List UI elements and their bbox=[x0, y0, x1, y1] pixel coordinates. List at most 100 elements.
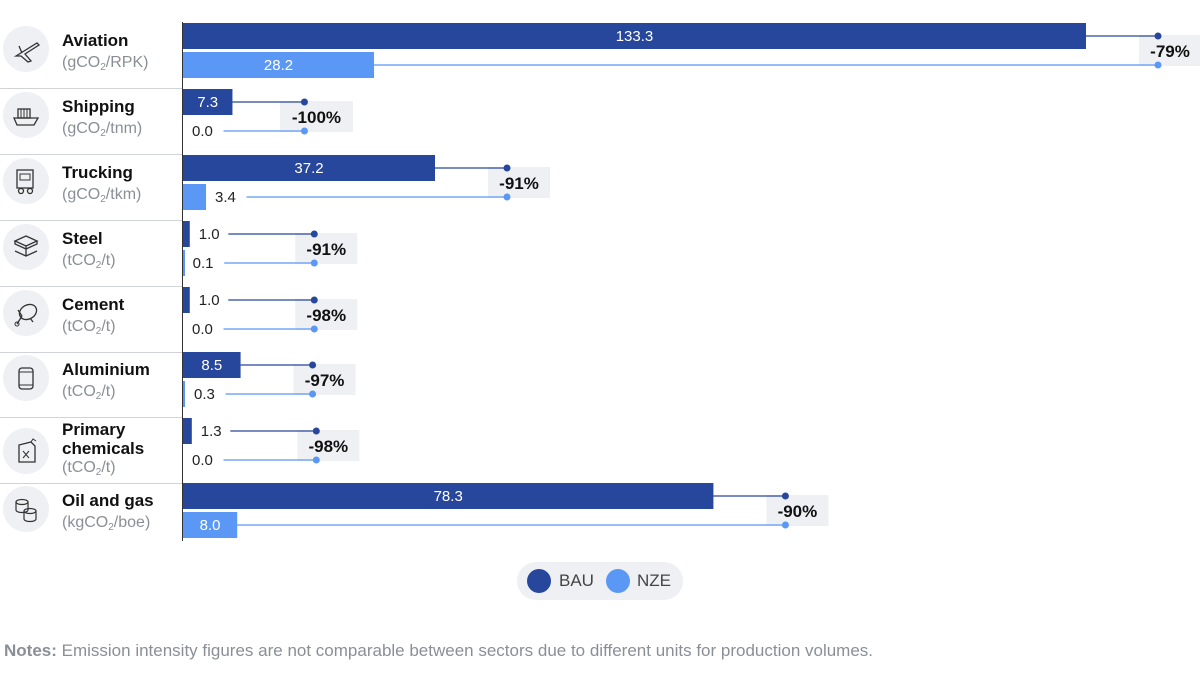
bau-value-label: 8.5 bbox=[201, 357, 222, 374]
legend-nze-swatch bbox=[606, 569, 630, 593]
sector-unit: (tCO2/t) bbox=[62, 459, 116, 478]
bar-nze-aluminium bbox=[183, 381, 186, 407]
change-box-aviation bbox=[1139, 35, 1200, 66]
nze-value-label: 28.2 bbox=[264, 57, 293, 74]
row-divider bbox=[0, 417, 182, 418]
chart: Aviation (gCO2/RPK) Shipping (gCO2/tnm) Truc… bbox=[0, 22, 1200, 547]
connector-dot-nze-aviation bbox=[1154, 61, 1162, 69]
sector-unit: (kgCO2/boe) bbox=[62, 514, 151, 533]
sector-name: Shipping bbox=[62, 97, 135, 116]
nze-value-label: 3.4 bbox=[215, 189, 236, 206]
legend-bau-label: BAU bbox=[559, 571, 594, 590]
steel-beam-icon bbox=[3, 223, 49, 270]
change-label: -98% bbox=[306, 306, 346, 325]
row-divider bbox=[0, 352, 182, 353]
notes-label: Notes: bbox=[4, 641, 57, 660]
bau-value-label: 1.3 bbox=[201, 423, 222, 440]
bar-bau-trucking bbox=[183, 155, 435, 181]
change-label: -90% bbox=[778, 502, 818, 521]
bau-value-label: 1.0 bbox=[199, 292, 220, 309]
chemical-jug-icon bbox=[3, 427, 49, 474]
cement-mixer-icon bbox=[3, 289, 49, 336]
sector-aviation: Aviation (gCO2/RPK) bbox=[0, 22, 182, 87]
bar-bau-cement bbox=[183, 287, 190, 313]
connector-dot-bau-oil-and-gas bbox=[781, 492, 789, 500]
sector-unit: (gCO2/tnm) bbox=[62, 120, 143, 139]
sector-shipping: Shipping (gCO2/tnm) bbox=[0, 88, 182, 153]
sector-aluminium: Aluminium (tCO2/t) bbox=[0, 351, 182, 416]
sector-unit: (tCO2/t) bbox=[62, 383, 116, 402]
truck-icon bbox=[3, 157, 49, 204]
row-divider bbox=[0, 286, 182, 287]
sector-cement: Cement (tCO2/t) bbox=[0, 286, 182, 351]
bar-nze-aviation bbox=[183, 52, 375, 78]
legend: BAU NZE bbox=[517, 562, 683, 600]
sector-trucking: Trucking (gCO2/tkm) bbox=[0, 154, 182, 219]
bar-bau-aviation bbox=[183, 23, 1086, 49]
sector-oil-and-gas: Oil and gas (kgCO2/boe) bbox=[0, 482, 182, 547]
bar-bau-primary-chemicals bbox=[183, 418, 192, 444]
nze-value-label: 8.0 bbox=[200, 517, 221, 534]
bar-nze-oil-and-gas bbox=[183, 512, 238, 538]
bau-value-label: 37.2 bbox=[294, 160, 323, 177]
change-label: -91% bbox=[499, 174, 539, 193]
nze-value-label: 0.3 bbox=[194, 386, 215, 403]
bar-nze-trucking bbox=[183, 184, 207, 210]
row-divider bbox=[0, 154, 182, 155]
sector-name: Oil and gas bbox=[62, 491, 154, 510]
connector-dot-nze-trucking bbox=[503, 193, 511, 201]
bars-svg: 133.3 28.2 -79% 7.3 0.0 -100% 37.2 3.4 -91% 1.0 0.… bbox=[183, 23, 1200, 538]
bau-value-label: 133.3 bbox=[616, 28, 654, 45]
can-icon bbox=[3, 354, 49, 401]
connector-dot-nze-cement bbox=[310, 325, 318, 333]
bar-nze-steel bbox=[183, 250, 185, 276]
sector-name: Steel bbox=[62, 229, 103, 248]
oil-barrels-icon bbox=[3, 485, 49, 532]
connector-dot-nze-aluminium bbox=[309, 390, 317, 398]
sector-name: Primary bbox=[62, 420, 126, 439]
sector-unit: (gCO2/tkm) bbox=[62, 186, 142, 205]
nze-value-label: 0.0 bbox=[192, 123, 213, 140]
sector-unit: (gCO2/RPK) bbox=[62, 54, 149, 73]
change-box-cement bbox=[295, 299, 358, 330]
connector-dot-bau-aluminium bbox=[309, 361, 317, 369]
nze-value-label: 0.0 bbox=[192, 321, 213, 338]
sector-steel: Steel (tCO2/t) bbox=[0, 220, 182, 285]
change-box-shipping bbox=[279, 101, 353, 132]
change-label: -100% bbox=[292, 108, 341, 127]
row-divider bbox=[0, 88, 182, 89]
connector-dot-bau-shipping bbox=[300, 98, 308, 106]
notes-text: Emission intensity figures are not compa… bbox=[56, 641, 874, 660]
ship-icon bbox=[3, 91, 49, 138]
legend-nze-label: NZE bbox=[637, 571, 671, 590]
row-divider bbox=[0, 220, 182, 221]
connector-dot-nze-primary-chemicals bbox=[312, 456, 320, 464]
sector-name: Trucking bbox=[62, 163, 133, 182]
nze-value-label: 0.1 bbox=[193, 255, 214, 272]
nze-value-label: 0.0 bbox=[192, 452, 213, 469]
change-box-oil-and-gas bbox=[766, 495, 829, 526]
row-divider bbox=[0, 483, 182, 484]
change-label: -91% bbox=[306, 240, 346, 259]
bar-bau-aluminium bbox=[183, 352, 241, 378]
sector-unit: (tCO2/t) bbox=[62, 318, 116, 337]
bar-bau-shipping bbox=[183, 89, 233, 115]
legend-bau-swatch bbox=[527, 569, 551, 593]
connector-dot-bau-cement bbox=[310, 296, 318, 304]
bau-value-label: 7.3 bbox=[197, 94, 218, 111]
connector-dot-nze-oil-and-gas bbox=[781, 521, 789, 529]
sector-name: Cement bbox=[62, 295, 125, 314]
connector-dot-bau-trucking bbox=[503, 164, 511, 172]
connector-dot-bau-steel bbox=[310, 230, 318, 238]
bau-value-label: 78.3 bbox=[434, 488, 463, 505]
change-box-trucking bbox=[488, 167, 550, 198]
change-label: -97% bbox=[305, 371, 345, 390]
airplane-icon bbox=[3, 25, 49, 72]
bar-bau-steel bbox=[183, 221, 190, 247]
sector-name: Aviation bbox=[62, 31, 129, 50]
bau-value-label: 1.0 bbox=[199, 226, 220, 243]
change-box-aluminium bbox=[293, 364, 356, 395]
change-box-primary-chemicals bbox=[297, 430, 360, 461]
connector-dot-nze-steel bbox=[310, 259, 318, 267]
bar-bau-oil-and-gas bbox=[183, 483, 714, 509]
